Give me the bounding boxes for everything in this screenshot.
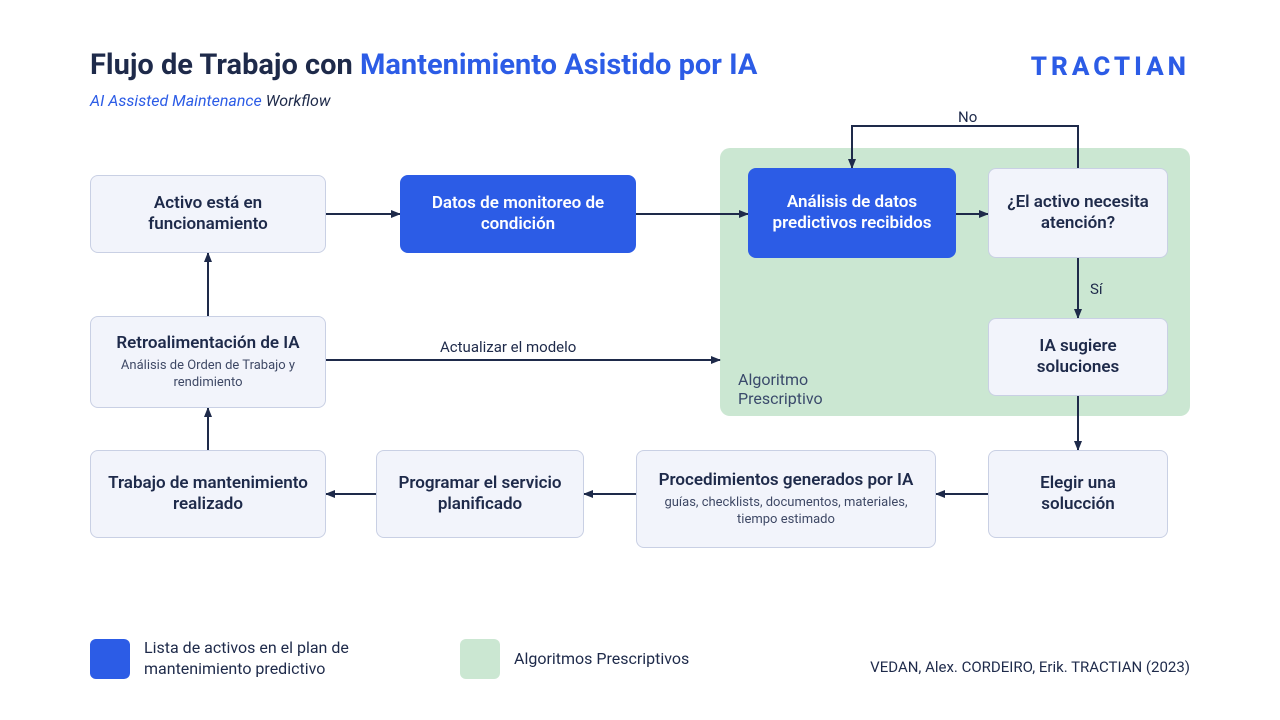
legend-text: Lista de activos en el plan de mantenimi… <box>144 638 404 680</box>
node-ai-suggests: IA sugiere soluciones <box>988 318 1168 396</box>
node-title: Datos de monitoreo de condición <box>415 193 621 236</box>
edge-label-e5-si: Sí <box>1090 280 1103 298</box>
node-title: IA sugiere soluciones <box>1003 336 1153 379</box>
node-title: Procedimientos generados por IA <box>659 470 914 491</box>
legend: Lista de activos en el plan de mantenimi… <box>90 638 689 680</box>
prescriptive-region-label: Algoritmo Prescriptivo <box>738 370 823 408</box>
node-predictive-recv: Análisis de datos predictivos recibidos <box>748 168 956 258</box>
node-condition-data: Datos de monitoreo de condición <box>400 175 636 253</box>
node-work-done: Trabajo de mantenimiento realizado <box>90 450 326 538</box>
node-subtitle: Análisis de Orden de Trabajo y rendimien… <box>105 358 311 391</box>
credits-text: VEDAN, Alex. CORDEIRO, Erik. TRACTIAN (2… <box>870 658 1190 676</box>
node-title: Programar el servicio planificado <box>391 473 569 516</box>
node-ai-procedures: Procedimientos generados por IA guías, ch… <box>636 450 936 548</box>
node-needs-attention: ¿El activo necesita atención? <box>988 168 1168 258</box>
node-title: ¿El activo necesita atención? <box>1003 192 1153 235</box>
edge-label-e12: Actualizar el modelo <box>440 338 576 356</box>
node-subtitle: guías, checklists, documentos, materiale… <box>651 495 921 528</box>
node-ai-feedback: Retroalimentación de IA Análisis de Orden… <box>90 316 326 408</box>
legend-text: Algoritmos Prescriptivos <box>514 649 689 670</box>
node-title: Análisis de datos predictivos recibidos <box>763 192 941 235</box>
node-title: Elegir una solucción <box>1003 473 1153 516</box>
legend-swatch <box>90 639 130 679</box>
flowchart-canvas: Algoritmo Prescriptivo Activo está en fu… <box>0 0 1280 720</box>
node-title: Retroalimentación de IA <box>116 333 299 354</box>
credits: VEDAN, Alex. CORDEIRO, Erik. TRACTIAN (2… <box>870 658 1190 676</box>
node-title: Trabajo de mantenimiento realizado <box>105 473 311 516</box>
legend-item-0: Lista de activos en el plan de mantenimi… <box>90 638 404 680</box>
legend-swatch <box>460 639 500 679</box>
edge-label-e4-no: No <box>958 108 977 126</box>
node-title: Activo está en funcionamiento <box>105 193 311 236</box>
node-schedule-service: Programar el servicio planificado <box>376 450 584 538</box>
node-choose-solution: Elegir una solucción <box>988 450 1168 538</box>
node-asset-running: Activo está en funcionamiento <box>90 175 326 253</box>
legend-item-1: Algoritmos Prescriptivos <box>460 639 689 679</box>
